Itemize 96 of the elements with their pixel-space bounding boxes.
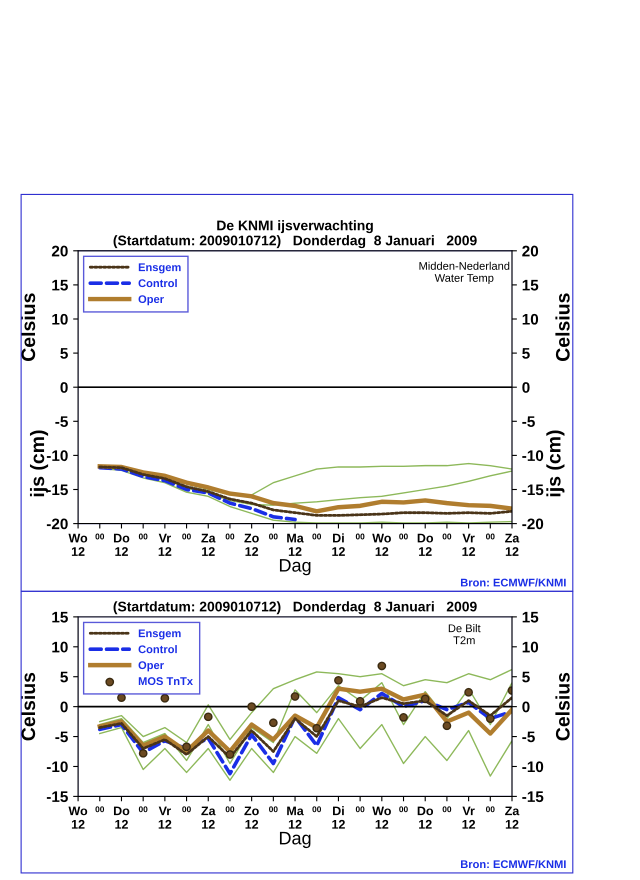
x-tick-label: Za 12 (505, 806, 520, 829)
x-tick-label: Do 12 (418, 806, 434, 829)
y2-axis-title: Celsius (555, 293, 570, 361)
x-tick-label: Ma 12 (287, 534, 304, 556)
annotation: Midden-Nederland Water Temp (419, 262, 510, 284)
y-tick-label: -15 (46, 484, 68, 496)
x-tick-label: Za 12 (201, 806, 216, 829)
y2-tick-label: 5 (522, 348, 530, 359)
x-tick-label: 00 (399, 534, 408, 540)
annotation: De Bilt T2m (448, 624, 481, 644)
y2-tick-label: -20 (522, 518, 544, 530)
y2-tick-label: 20 (522, 246, 538, 256)
text: ijs (cm) (30, 430, 48, 496)
x-tick-label: Wo 12 (372, 534, 391, 556)
x-tick-label: 00 (356, 534, 364, 540)
y2-tick-label: 15 (522, 280, 538, 291)
x-tick-label: 00 (269, 806, 278, 812)
x-tick-label: 00 (399, 806, 408, 812)
legend-label: Control (138, 645, 177, 654)
y2-tick-label: -15 (522, 484, 544, 496)
y2-tick-label: 0 (522, 702, 530, 712)
x-tick-label: Vr 12 (158, 534, 172, 556)
y2-tick-label: -5 (522, 416, 535, 427)
x-tick-label: Zo 12 (244, 806, 259, 829)
x-tick-label: Vr 12 (462, 534, 476, 556)
x-tick-label: 00 (138, 806, 148, 812)
x-tick-label: 00 (486, 534, 495, 540)
x-tick-label: 00 (269, 534, 278, 540)
x-tick-label: Wo 12 (68, 534, 88, 556)
y2-axis-title: Celsius (555, 672, 570, 740)
x-tick-label: 00 (182, 806, 191, 812)
x-tick-label: Do 12 (418, 534, 434, 556)
y-tick-label: 5 (60, 348, 68, 359)
text: Bron: ECMWF/KNMI (460, 860, 566, 868)
legend-label: Oper (138, 295, 164, 306)
x-tick-label: Zo 12 (244, 534, 259, 556)
y-axis-title: Celsius (20, 672, 36, 740)
y-tick-label: -5 (55, 732, 68, 742)
x-tick-label: 00 (95, 534, 104, 540)
y2-tick-label: -15 (522, 791, 544, 802)
y2-tick-label: 5 (522, 672, 530, 682)
x-tick-label: 00 (442, 534, 452, 540)
x-axis-title: Dag (280, 559, 310, 576)
y2-tick-label: -10 (522, 450, 544, 462)
x-tick-label: Vr 12 (462, 806, 476, 829)
legend-label: Control (138, 278, 177, 288)
x-tick-label: Za 12 (505, 534, 520, 556)
legend-label: Ensgem (138, 630, 181, 640)
x-tick-label: Do 12 (114, 806, 130, 829)
y-tick-label: 10 (52, 314, 68, 325)
x-tick-label: Do 12 (114, 534, 130, 556)
x-tick-label: 00 (442, 806, 452, 812)
x-tick-label: 00 (226, 806, 234, 812)
x-tick-label: Di 12 (332, 806, 345, 829)
x-tick-label: Ma 12 (287, 806, 304, 829)
x-tick-label: Wo 12 (372, 806, 391, 829)
x-tick-label: 00 (312, 534, 322, 540)
x-tick-label: 00 (312, 806, 322, 812)
y2-tick-label: 15 (522, 612, 538, 623)
x-tick-label: 00 (226, 534, 234, 540)
y-tick-label: 0 (60, 702, 68, 712)
chart-subtitle: (Startdatum: 2009010712) Donderdag 8 Januari 2009 (114, 235, 477, 248)
y-tick-label: -15 (46, 791, 68, 802)
y-tick-label: 15 (52, 612, 68, 623)
y-tick-label: -10 (46, 761, 68, 772)
x-tick-label: 00 (182, 534, 191, 540)
text: Bron: ECMWF/KNMI (460, 578, 566, 587)
y-tick-label: 20 (52, 246, 68, 256)
y2-tick-label: 0 (522, 382, 530, 393)
x-tick-label: 00 (486, 806, 495, 812)
legend-label: MOS TnTx (138, 677, 193, 686)
x-tick-label: Di 12 (332, 533, 345, 556)
x-axis-title: Dag (280, 832, 310, 848)
y-tick-label: 0 (60, 382, 68, 393)
y2-tick-label: 10 (522, 642, 538, 652)
y-tick-label: -20 (46, 518, 68, 530)
x-tick-label: 00 (138, 534, 148, 540)
y2-tick-label: 10 (522, 314, 538, 325)
y-tick-label: 15 (52, 280, 68, 291)
x-tick-label: Za 12 (201, 534, 216, 556)
chart-title: De KNMI ijsverwachting (217, 220, 373, 234)
x-tick-label: 00 (356, 806, 364, 812)
legend-label: Oper (138, 661, 164, 672)
y-tick-label: 5 (60, 672, 68, 682)
y-tick-label: -5 (55, 416, 68, 427)
chart-subtitle: (Startdatum: 2009010712) Donderdag 8 Januari 2009 (114, 601, 477, 614)
y2-tick-label: -5 (522, 732, 535, 742)
x-tick-label: Wo 12 (68, 806, 88, 829)
y-axis-title: Celsius (20, 293, 36, 361)
text: ijs (cm) (546, 430, 564, 496)
y-tick-label: -10 (46, 450, 68, 462)
y-tick-label: 10 (52, 642, 68, 652)
x-tick-label: 00 (95, 806, 104, 812)
legend-label: Ensgem (138, 263, 181, 274)
y2-tick-label: -10 (522, 761, 544, 772)
x-tick-label: Vr 12 (158, 806, 172, 829)
